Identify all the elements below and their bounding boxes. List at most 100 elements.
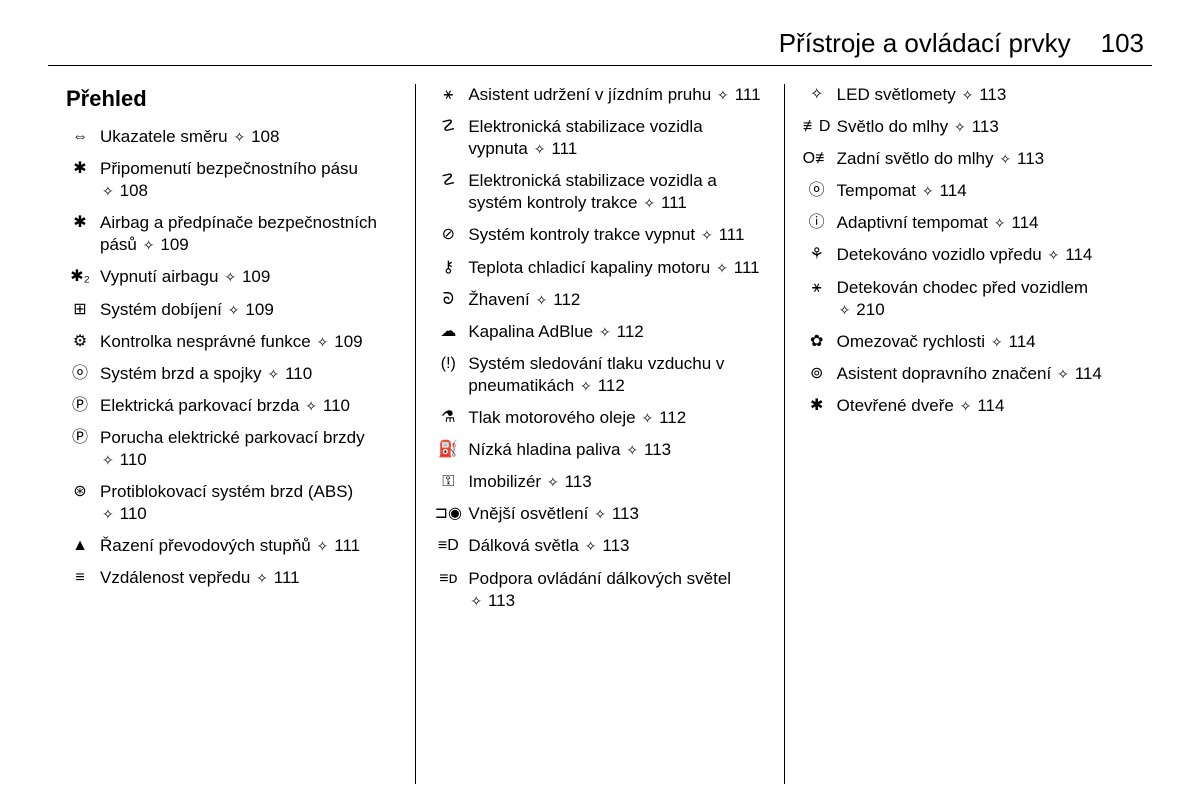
ref-page: 113 — [972, 117, 999, 136]
ref-page: 111 — [719, 225, 745, 244]
list-item: ☁Kapalina AdBlue ✧ 112 — [434, 321, 765, 343]
list-item: ✱₂Vypnutí airbagu ✧ 109 — [66, 266, 397, 288]
link-arrow-icon: ✧ — [137, 237, 161, 253]
indicator-icon: ≡ᴅ — [434, 568, 462, 590]
ref-page: 114 — [1011, 213, 1038, 232]
list-item: ⊛Protiblokovací systém brzd (ABS) ✧ 110 — [66, 481, 397, 525]
link-arrow-icon: ✧ — [528, 141, 552, 157]
link-arrow-icon: ✧ — [1051, 366, 1075, 382]
item-label: Airbag a předpínače bezpeč­nostních pásů… — [94, 212, 397, 256]
item-text: Řazení převodových stupňů — [100, 536, 311, 555]
item-text: Omezovač rychlosti — [837, 332, 985, 351]
item-text: Otevřené dveře — [837, 396, 954, 415]
indicator-icon: ⊚ — [803, 363, 831, 385]
link-arrow-icon: ✧ — [100, 452, 120, 468]
item-text: Vypnutí airbagu — [100, 267, 218, 286]
list-item: ⓘAdaptivní tempomat ✧ 114 — [803, 212, 1134, 234]
list-item: ⚹Detekován chodec před vozi­dlem ✧ 210 — [803, 277, 1134, 321]
indicator-icon: ⊘ — [434, 224, 462, 246]
item-text: Zadní světlo do mlhy — [837, 149, 994, 168]
ref-page: 109 — [160, 235, 188, 254]
page-ref: ✧ 111 — [250, 568, 299, 587]
list-item: ⚗Tlak motorového oleje ✧ 112 — [434, 407, 765, 429]
page-ref: ✧ 114 — [954, 396, 1005, 415]
ref-page: 114 — [940, 181, 967, 200]
page-ref: ✧ 113 — [588, 504, 639, 523]
item-text: Systém brzd a spojky — [100, 364, 262, 383]
indicator-icon: ⚹ — [803, 277, 831, 299]
item-text: Elektronická stabilizace vozidla vypnuta — [468, 117, 702, 158]
page-ref: ✧ 110 — [100, 450, 147, 469]
link-arrow-icon: ✧ — [579, 538, 603, 554]
indicator-icon: (!) — [434, 353, 462, 375]
indicator-icon: ✱ — [66, 158, 94, 180]
page-ref: ✧ 108 — [100, 181, 148, 200]
item-label: Asistent dopravního značení ✧ 114 — [831, 363, 1134, 385]
indicator-icon: ≢D — [803, 116, 831, 138]
item-text: Asistent dopravního značení — [837, 364, 1052, 383]
ref-page: 113 — [612, 504, 639, 523]
ref-page: 113 — [1017, 149, 1044, 168]
item-text: Ukazatele směru — [100, 127, 228, 146]
item-label: Systém kontroly trakce vypnut ✧ 111 — [462, 224, 765, 246]
item-label: LED světlomety ✧ 113 — [831, 84, 1134, 106]
ref-page: 114 — [977, 396, 1004, 415]
list-item: ≡ᴅPodpora ovládání dálkových světel ✧ 11… — [434, 568, 765, 612]
item-label: Omezovač rychlosti ✧ 114 — [831, 331, 1134, 353]
item-text: Připomenutí bezpečnostního pásu — [100, 159, 358, 178]
item-label: Zadní světlo do mlhy ✧ 113 — [831, 148, 1134, 170]
link-arrow-icon: ✧ — [530, 292, 554, 308]
item-text: Detekován chodec před vozi­dlem — [837, 278, 1088, 297]
ref-page: 210 — [856, 300, 884, 319]
item-label: Adaptivní tempomat ✧ 114 — [831, 212, 1134, 234]
indicator-icon: ✱ — [66, 212, 94, 234]
ref-page: 110 — [285, 364, 312, 383]
ref-page: 111 — [734, 258, 760, 277]
ref-page: 110 — [120, 504, 147, 523]
page-ref: ✧ 112 — [530, 290, 581, 309]
item-label: Systém brzd a spojky ✧ 110 — [94, 363, 397, 385]
item-label: Protiblokovací systém brzd (ABS) ✧ 110 — [94, 481, 397, 525]
item-text: Protiblokovací systém brzd (ABS) — [100, 482, 353, 501]
item-label: Dálková světla ✧ 113 — [462, 535, 765, 557]
link-arrow-icon: ✧ — [100, 506, 120, 522]
link-arrow-icon: ✧ — [100, 183, 120, 199]
indicator-icon: O≢ — [803, 148, 831, 170]
item-text: Teplota chladicí kapaliny motoru — [468, 258, 710, 277]
link-arrow-icon: ✧ — [711, 87, 735, 103]
indicator-icon: ⚷ — [434, 257, 462, 279]
page-ref: ✧ 113 — [956, 85, 1007, 104]
item-label: Kapalina AdBlue ✧ 112 — [462, 321, 765, 343]
page-ref: ✧ 110 — [262, 364, 313, 383]
page-ref: ✧ 114 — [1051, 364, 1102, 383]
page-ref: ✧ 113 — [620, 440, 671, 459]
item-text: Elektrická parkovací brzda — [100, 396, 299, 415]
link-arrow-icon: ✧ — [468, 593, 488, 609]
indicator-icon: ⊛ — [66, 481, 94, 503]
indicator-icon: ⓞ — [66, 363, 94, 385]
column-1: Přehled ⇔Ukazatele směru ✧ 108✱Připomenu… — [48, 84, 415, 784]
list-item: ⊞Systém dobíjení ✧ 109 — [66, 299, 397, 321]
ref-page: 109 — [242, 267, 270, 286]
indicator-icon: Ⓟ — [66, 395, 94, 417]
list-item: ⊐◉Vnější osvětlení ✧ 113 — [434, 503, 765, 525]
ref-page: 108 — [120, 181, 148, 200]
ref-page: 112 — [553, 290, 580, 309]
indicator-icon: ⚙ — [66, 331, 94, 353]
page-header: Přístroje a ovládací prvky 103 — [48, 28, 1152, 66]
item-text: Světlo do mlhy — [837, 117, 949, 136]
indicator-icon: ⊞ — [66, 299, 94, 321]
link-arrow-icon: ✧ — [954, 398, 978, 414]
list-item: ✿Omezovač rychlosti ✧ 114 — [803, 331, 1134, 353]
ref-page: 113 — [644, 440, 671, 459]
link-arrow-icon: ✧ — [311, 334, 335, 350]
ref-page: 108 — [251, 127, 279, 146]
indicator-icon: ☡ — [434, 170, 462, 192]
ref-page: 113 — [565, 472, 592, 491]
list-item: ≢DSvětlo do mlhy ✧ 113 — [803, 116, 1134, 138]
content-columns: Přehled ⇔Ukazatele směru ✧ 108✱Připomenu… — [48, 84, 1152, 784]
link-arrow-icon: ✧ — [710, 260, 734, 276]
ref-page: 113 — [602, 536, 629, 555]
item-text: Nízká hladina paliva — [468, 440, 620, 459]
column-3: ✧ LED světlomety ✧ 113≢D Světlo do mlhy ✧ … — [784, 84, 1152, 784]
